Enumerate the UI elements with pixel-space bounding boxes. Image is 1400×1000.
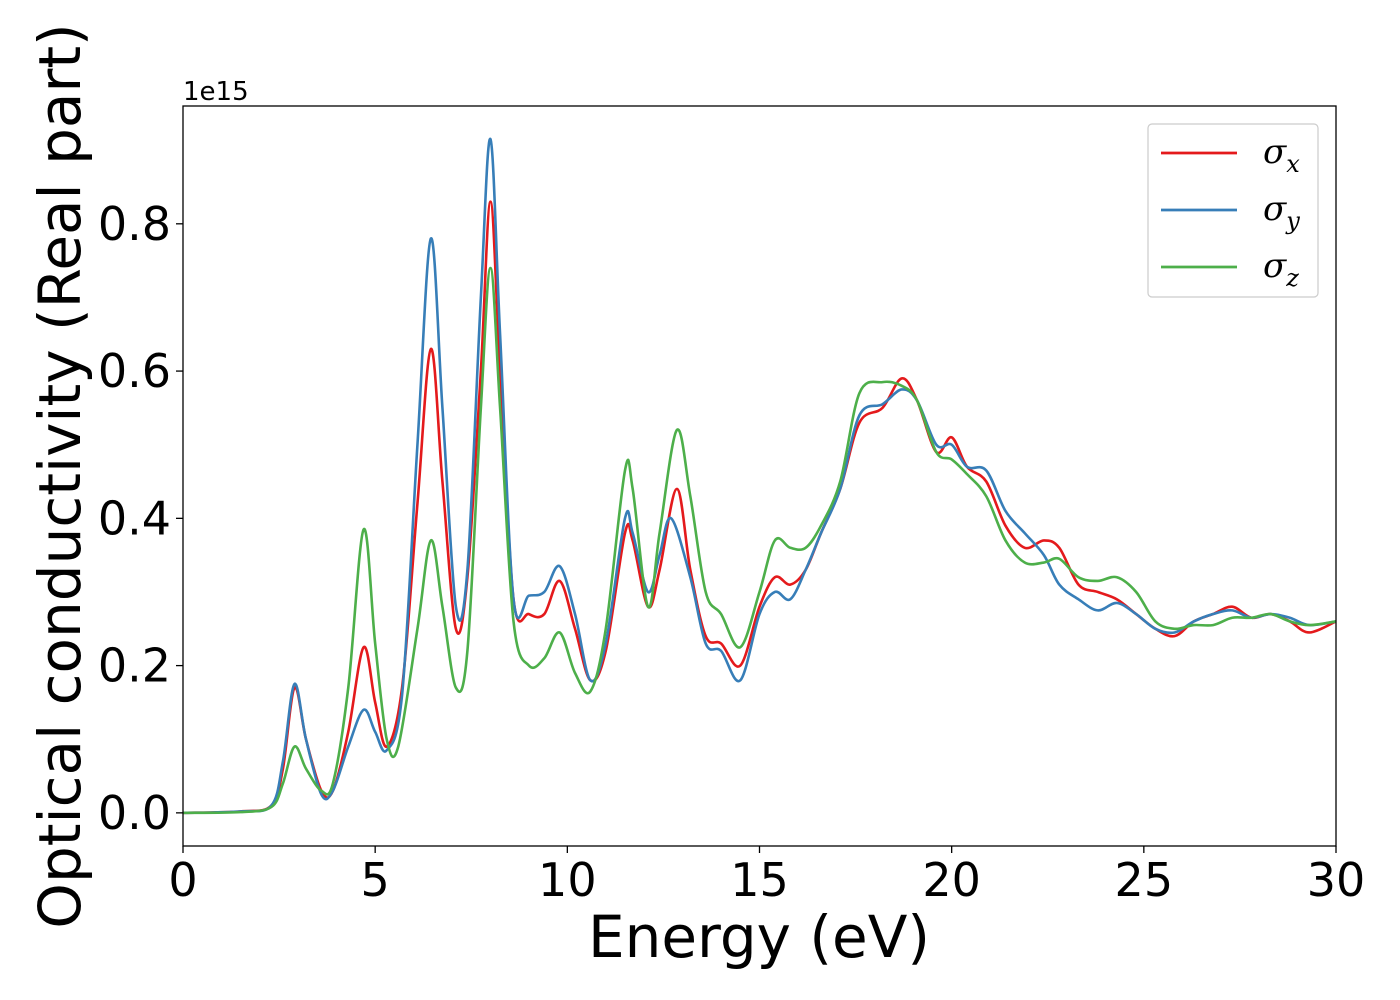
y-tick-label: 0.4 xyxy=(98,491,171,545)
x-tick-label: 20 xyxy=(922,853,981,907)
x-axis-label: Energy (eV) xyxy=(588,903,930,971)
series-layer xyxy=(182,137,1337,815)
y-tick-label: 0.2 xyxy=(98,639,171,693)
y-tick-label: 0.8 xyxy=(98,197,171,251)
y-offset-label: 1e15 xyxy=(183,77,249,107)
legend: σx σy σz xyxy=(1147,123,1319,298)
x-tick-label: 10 xyxy=(538,853,597,907)
y-tick-label: 0.0 xyxy=(98,786,171,840)
legend-label-z: σz xyxy=(1263,246,1299,292)
legend-label-x: σx xyxy=(1263,132,1300,178)
x-tick-label: 5 xyxy=(361,853,390,907)
x-tick-label: 30 xyxy=(1307,853,1366,907)
x-tick-label: 25 xyxy=(1115,853,1174,907)
ticks-layer: 0 5 10 15 20 25 30 0.0 0.2 0.4 0.6 0.8 xyxy=(98,197,1365,907)
x-tick-label: 15 xyxy=(730,853,789,907)
y-tick-label: 0.6 xyxy=(98,344,171,398)
series-line-z xyxy=(182,266,1337,815)
x-tick-label: 0 xyxy=(168,853,197,907)
legend-label-y: σy xyxy=(1263,189,1300,235)
y-axis-label: Optical conductivity (Real part) xyxy=(26,23,94,928)
